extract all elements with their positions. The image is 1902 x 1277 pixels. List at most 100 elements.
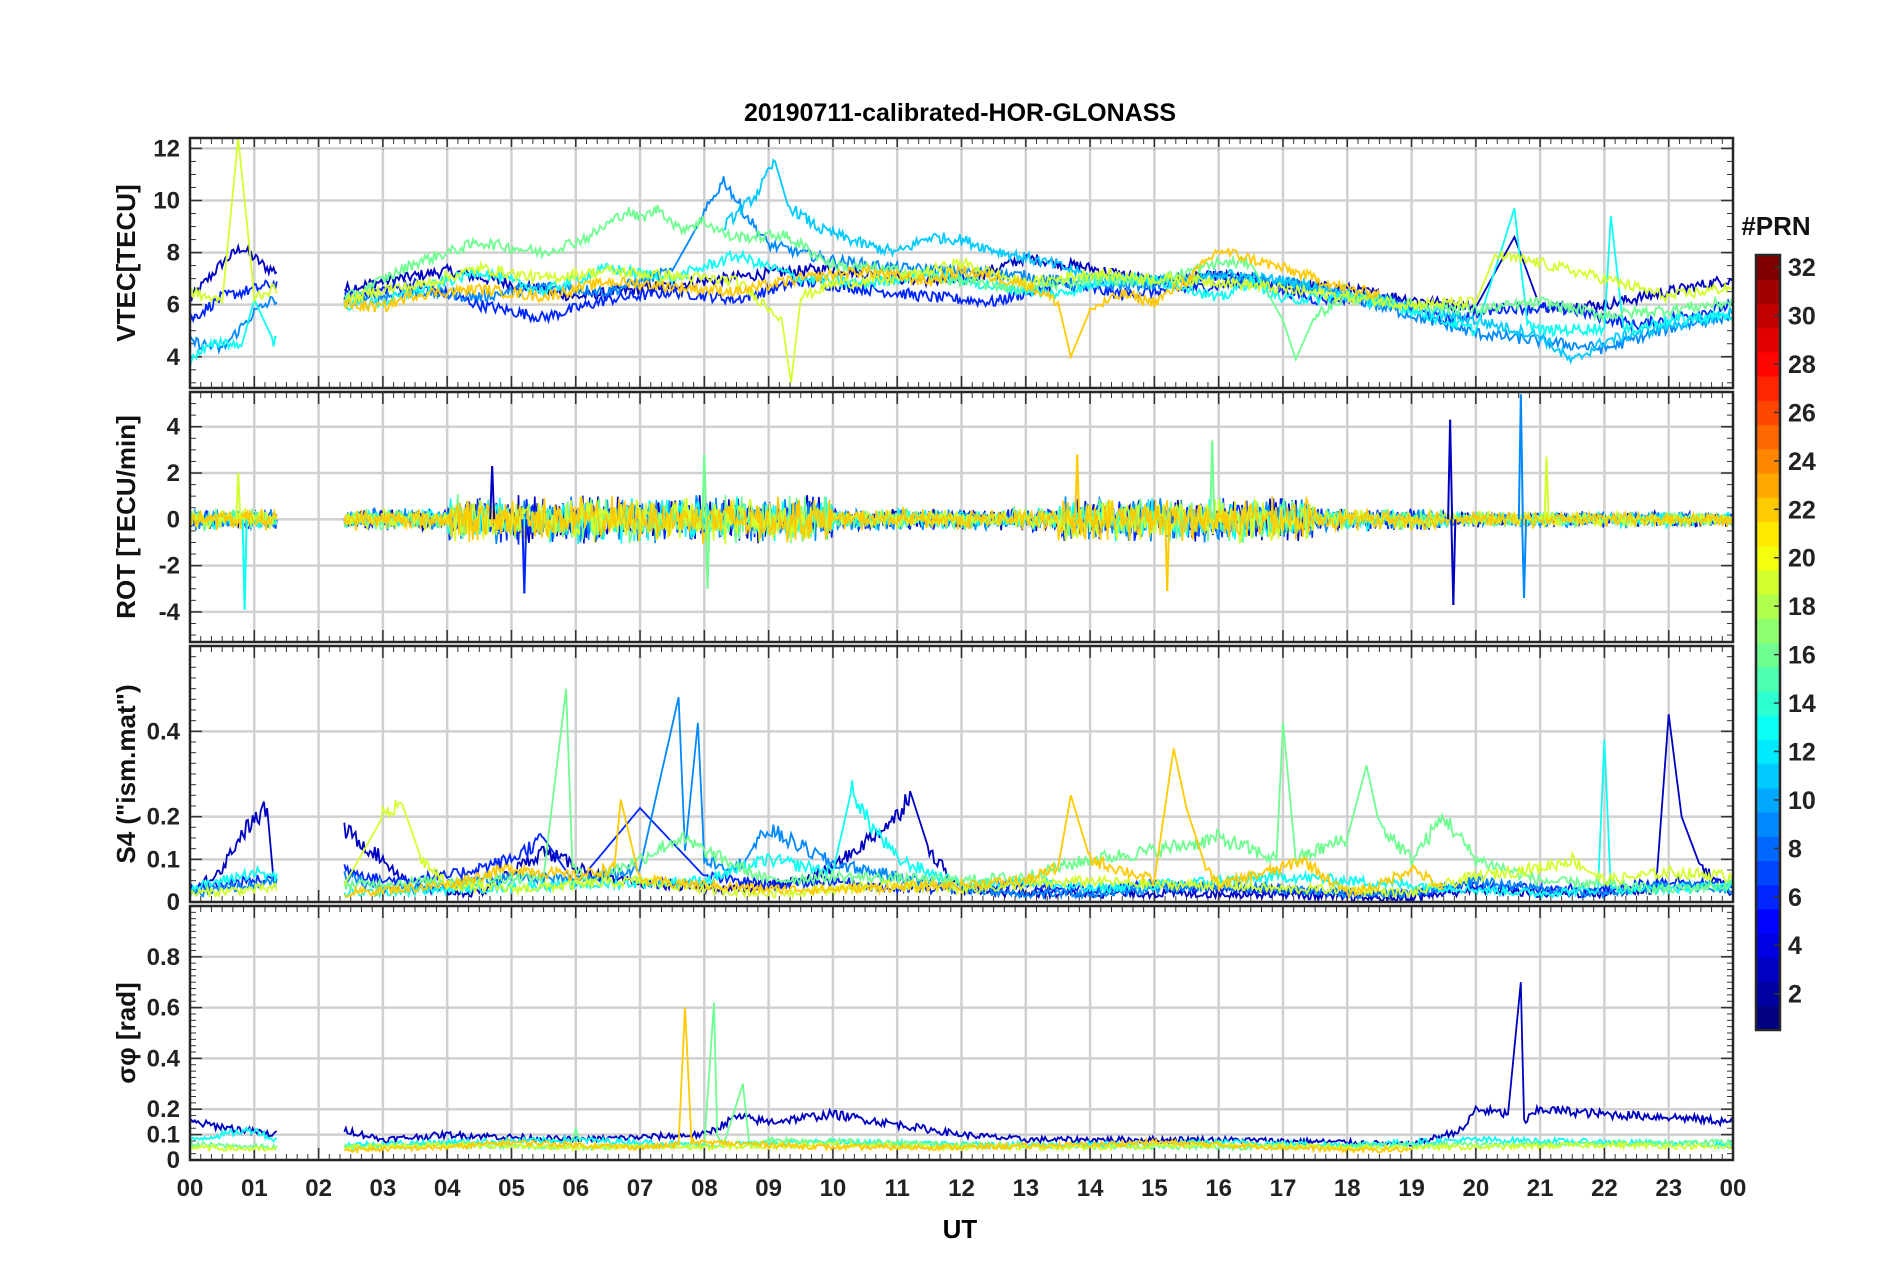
series-line-prn-22 bbox=[343, 495, 1733, 545]
x-tick-label: 09 bbox=[755, 1175, 782, 1202]
rot-spike-prn-13 bbox=[243, 519, 248, 610]
y-tick-label: 12 bbox=[153, 135, 180, 162]
colorbar-swatch bbox=[1756, 666, 1780, 692]
chart-title: 20190711-calibrated-HOR-GLONASS bbox=[744, 99, 1176, 127]
rot-spike-prn-16 bbox=[703, 454, 708, 520]
colorbar-tick-label: 4 bbox=[1788, 932, 1802, 960]
colorbar-swatch bbox=[1756, 860, 1780, 886]
rot-spike-prn-19 bbox=[1545, 456, 1550, 520]
colorbar-frame bbox=[1754, 253, 1782, 1032]
y-tick-label: 2 bbox=[167, 460, 180, 487]
colorbar-swatch bbox=[1756, 715, 1780, 740]
series-line-prn-19 bbox=[190, 138, 1733, 383]
colorbar-swatch bbox=[1756, 618, 1780, 644]
y-axis-label: σφ [rad] bbox=[111, 982, 141, 1083]
panel-frame bbox=[188, 136, 1735, 390]
colorbar-swatch bbox=[1756, 472, 1780, 498]
colorbar-swatch bbox=[1756, 521, 1780, 547]
colorbar-tick-label: 30 bbox=[1788, 303, 1816, 331]
y-tick-label: 0.1 bbox=[147, 846, 180, 873]
colorbar-tick-label: 18 bbox=[1788, 593, 1816, 621]
x-tick-label: 03 bbox=[370, 1175, 397, 1202]
x-tick-label: 21 bbox=[1527, 1175, 1554, 1202]
series-line-prn-22 bbox=[343, 748, 1445, 899]
x-tick-label: 01 bbox=[241, 1175, 268, 1202]
y-tick-label: 8 bbox=[167, 240, 180, 267]
y-tick-label: 0.2 bbox=[147, 1096, 180, 1123]
colorbar-swatch bbox=[1756, 376, 1780, 401]
rot-spike-prn-6 bbox=[523, 519, 528, 594]
colorbar-tick-label: 12 bbox=[1788, 738, 1816, 766]
y-tick-label: 0 bbox=[167, 889, 180, 916]
panel-data bbox=[190, 982, 1733, 1155]
rot-spike-prn-3 bbox=[491, 466, 496, 520]
y-tick-label: 4 bbox=[167, 344, 181, 371]
colorbar-swatch bbox=[1756, 908, 1780, 934]
y-tick-label: 0.8 bbox=[147, 944, 180, 971]
colorbar-tick-label: 24 bbox=[1788, 448, 1816, 476]
y-tick-label: 6 bbox=[167, 292, 180, 319]
x-tick-label: 12 bbox=[948, 1175, 975, 1202]
colorbar-tick-label: 16 bbox=[1788, 642, 1816, 670]
rot-spike-prn-19 bbox=[237, 472, 242, 520]
x-tick-label: 15 bbox=[1141, 1175, 1168, 1202]
x-tick-label: 07 bbox=[627, 1175, 654, 1202]
panel-data bbox=[190, 394, 1733, 610]
colorbar-tick-label: 10 bbox=[1788, 787, 1816, 815]
y-tick-label: 0.1 bbox=[147, 1122, 180, 1149]
panel-sigma-phi: 00.10.2 0.4 0.6 0.8σφ [rad] 00 01 02 03 04 05 06 07… bbox=[111, 904, 1747, 1202]
series-line-prn-19 bbox=[190, 799, 1733, 900]
y-tick-label: 0 bbox=[167, 1147, 180, 1174]
colorbar-swatch bbox=[1756, 424, 1780, 450]
series-line-prn-22 bbox=[344, 1007, 1413, 1155]
colorbar-swatch bbox=[1756, 812, 1780, 837]
colorbar-tick-label: 20 bbox=[1788, 545, 1816, 573]
colorbar-swatch bbox=[1756, 957, 1780, 983]
series-line-prn-22 bbox=[190, 508, 278, 531]
x-tick-label: 05 bbox=[498, 1175, 525, 1202]
x-tick-label: 08 bbox=[691, 1175, 718, 1202]
y-tick-label: 10 bbox=[153, 188, 180, 215]
x-tick-label: 00 bbox=[1720, 1175, 1747, 1202]
x-tick-label: 11 bbox=[885, 1175, 910, 1202]
rot-spike-prn-22 bbox=[1076, 454, 1081, 520]
y-axis-label: VTEC[TECU] bbox=[111, 184, 141, 341]
series-line-prn-3 bbox=[190, 982, 1733, 1148]
colorbar-tick-label: 6 bbox=[1788, 884, 1802, 912]
rot-spike-prn-16 bbox=[706, 519, 711, 589]
colorbar-label: #PRN bbox=[1741, 211, 1810, 241]
y-axis-label: S4 ("ism.mat") bbox=[111, 684, 141, 863]
series-line-prn-3 bbox=[190, 234, 1733, 316]
panel-vtec: 4 6 8 10 12 VTEC[TECU] bbox=[111, 135, 1735, 390]
rot-spike-prn-3 bbox=[1452, 519, 1457, 605]
y-tick-label: 0 bbox=[167, 506, 180, 533]
colorbar-tick-label: 28 bbox=[1788, 351, 1816, 379]
colorbar-tick-label: 26 bbox=[1788, 399, 1816, 427]
y-tick-label: -2 bbox=[159, 553, 180, 580]
x-tick-label: 10 bbox=[820, 1175, 847, 1202]
y-tick-label: 0.4 bbox=[147, 718, 181, 745]
x-tick-label: 23 bbox=[1655, 1175, 1682, 1202]
panel-frame bbox=[188, 390, 1735, 644]
y-tick-label: 0.2 bbox=[147, 804, 180, 831]
x-tick-label: 06 bbox=[562, 1175, 589, 1202]
colorbar-swatch bbox=[1756, 279, 1780, 305]
x-tick-label: 14 bbox=[1077, 1175, 1104, 1202]
y-tick-label: -4 bbox=[159, 599, 181, 626]
panel-data bbox=[190, 138, 1733, 383]
rot-spike-prn-22 bbox=[1166, 519, 1171, 592]
colorbar-tick-label: 14 bbox=[1788, 690, 1816, 718]
y-axis-label: ROT [TECU/min] bbox=[111, 415, 141, 619]
x-tick-label: 04 bbox=[434, 1175, 461, 1202]
series-line-prn-22 bbox=[343, 246, 1381, 360]
x-tick-label: 13 bbox=[1012, 1175, 1039, 1202]
colorbar-tick-label: 22 bbox=[1788, 496, 1816, 524]
x-tick-label: 16 bbox=[1205, 1175, 1232, 1202]
x-tick-label: 02 bbox=[305, 1175, 332, 1202]
series-line-prn-13 bbox=[190, 208, 1733, 365]
panel-frame bbox=[188, 904, 1735, 1162]
x-tick-label: 18 bbox=[1334, 1175, 1361, 1202]
